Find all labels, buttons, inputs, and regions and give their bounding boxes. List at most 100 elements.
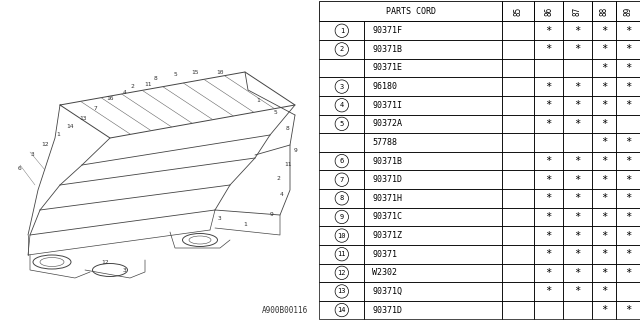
Text: 90371B: 90371B xyxy=(372,156,403,165)
Bar xyxy=(319,59,364,77)
Text: *: * xyxy=(574,26,580,36)
Bar xyxy=(364,40,502,59)
Text: *: * xyxy=(625,138,631,148)
Text: 5: 5 xyxy=(340,121,344,127)
Bar xyxy=(534,1,563,21)
Text: *: * xyxy=(601,286,607,296)
Bar xyxy=(364,170,502,189)
Bar xyxy=(319,263,364,282)
Text: *: * xyxy=(625,268,631,278)
Text: 14: 14 xyxy=(337,307,346,313)
Bar xyxy=(616,208,640,226)
Text: 90371C: 90371C xyxy=(372,212,403,221)
Text: *: * xyxy=(545,119,552,129)
Bar xyxy=(319,245,364,263)
Text: 90371E: 90371E xyxy=(372,63,403,73)
Bar xyxy=(534,115,563,133)
Bar xyxy=(319,301,364,319)
Bar xyxy=(364,263,502,282)
Text: *: * xyxy=(601,119,607,129)
Bar xyxy=(534,189,563,208)
Bar xyxy=(502,96,534,115)
Text: 85: 85 xyxy=(514,6,523,16)
Bar xyxy=(592,115,616,133)
Text: 13: 13 xyxy=(79,116,87,121)
Bar xyxy=(592,133,616,152)
Text: 10: 10 xyxy=(216,69,224,75)
Text: 1: 1 xyxy=(340,28,344,34)
Bar xyxy=(592,245,616,263)
Text: *: * xyxy=(545,100,552,110)
Bar xyxy=(502,208,534,226)
Text: 90371Q: 90371Q xyxy=(372,287,403,296)
Bar xyxy=(364,282,502,301)
Text: *: * xyxy=(545,212,552,222)
Bar xyxy=(319,226,364,245)
Text: *: * xyxy=(601,26,607,36)
Bar xyxy=(364,189,502,208)
Bar xyxy=(616,133,640,152)
Text: 3: 3 xyxy=(31,151,35,156)
Text: *: * xyxy=(601,138,607,148)
Text: *: * xyxy=(625,63,631,73)
Text: 12: 12 xyxy=(101,260,109,265)
Text: 11: 11 xyxy=(144,82,152,86)
Text: *: * xyxy=(601,82,607,92)
Text: 1: 1 xyxy=(243,222,247,228)
Bar xyxy=(563,59,592,77)
Bar xyxy=(534,77,563,96)
Text: 86: 86 xyxy=(544,6,553,16)
Text: *: * xyxy=(545,193,552,203)
Bar xyxy=(563,115,592,133)
Text: *: * xyxy=(574,268,580,278)
Text: 6: 6 xyxy=(18,165,22,171)
Bar xyxy=(592,189,616,208)
Bar xyxy=(364,133,502,152)
Text: *: * xyxy=(625,249,631,259)
Bar xyxy=(616,263,640,282)
Bar xyxy=(364,208,502,226)
Text: *: * xyxy=(601,63,607,73)
Text: PARTS CORD: PARTS CORD xyxy=(386,6,436,16)
Text: *: * xyxy=(625,26,631,36)
Text: 7: 7 xyxy=(93,106,97,110)
Text: 1: 1 xyxy=(256,98,260,102)
Bar xyxy=(616,189,640,208)
Text: 13: 13 xyxy=(337,288,346,294)
Text: *: * xyxy=(545,44,552,54)
Text: 90372A: 90372A xyxy=(372,119,403,128)
Text: *: * xyxy=(545,231,552,241)
Text: *: * xyxy=(601,100,607,110)
Text: 2: 2 xyxy=(276,175,280,180)
Text: *: * xyxy=(574,231,580,241)
Bar xyxy=(534,21,563,40)
Text: 88: 88 xyxy=(600,6,609,16)
Text: *: * xyxy=(545,286,552,296)
Text: *: * xyxy=(601,305,607,315)
Text: 7: 7 xyxy=(340,177,344,183)
Bar xyxy=(534,226,563,245)
Text: 87: 87 xyxy=(573,6,582,16)
Text: *: * xyxy=(625,305,631,315)
Text: *: * xyxy=(601,175,607,185)
Bar xyxy=(616,1,640,21)
Bar xyxy=(616,77,640,96)
Text: *: * xyxy=(601,193,607,203)
Bar xyxy=(534,152,563,170)
Bar xyxy=(563,40,592,59)
Bar xyxy=(364,77,502,96)
Text: *: * xyxy=(601,268,607,278)
Text: 11: 11 xyxy=(337,251,346,257)
Bar xyxy=(534,40,563,59)
Text: 5: 5 xyxy=(273,109,277,115)
Text: *: * xyxy=(545,156,552,166)
Bar xyxy=(502,1,534,21)
Bar xyxy=(502,226,534,245)
Text: 90371I: 90371I xyxy=(372,101,403,110)
Text: *: * xyxy=(545,249,552,259)
Text: *: * xyxy=(625,175,631,185)
Text: 3: 3 xyxy=(123,268,127,273)
Text: 8: 8 xyxy=(285,125,289,131)
Bar xyxy=(319,152,364,170)
Text: 5: 5 xyxy=(173,73,177,77)
